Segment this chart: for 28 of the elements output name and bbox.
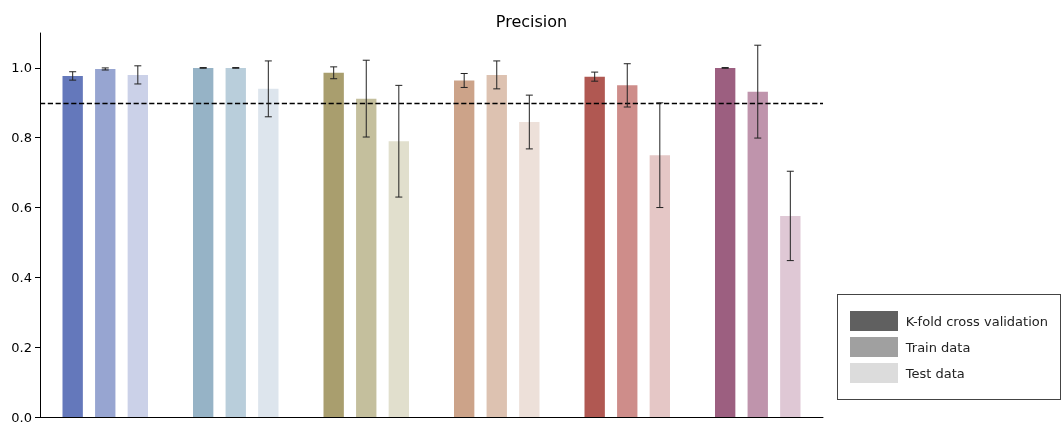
text: K-fold cross validation (905, 313, 1048, 329)
bar (584, 76, 605, 417)
bar (617, 85, 638, 417)
bar (715, 67, 736, 417)
y-tick-label: 0.6 (11, 200, 32, 216)
bar (486, 74, 507, 417)
legend-label: Test data (905, 365, 965, 381)
bar (258, 88, 279, 417)
y-tick-label: 0.8 (11, 130, 32, 146)
y-tick-label: 1.0 (11, 60, 32, 76)
bar (454, 80, 475, 417)
bar (356, 98, 377, 417)
bar (127, 74, 148, 417)
bar (780, 215, 801, 417)
bar (519, 122, 540, 417)
bar (323, 72, 344, 417)
bar (62, 75, 83, 417)
bar (649, 155, 670, 417)
chart-title: Precision (495, 11, 568, 31)
y-tick-label: 0.4 (11, 269, 32, 285)
text: Train data (905, 339, 971, 355)
y-tick-label: 0.0 (11, 409, 32, 425)
bar (95, 68, 116, 417)
y-tick-label: 0.2 (11, 339, 32, 355)
bar (193, 67, 214, 417)
bar (225, 67, 246, 417)
bar (747, 91, 768, 417)
bar (388, 141, 409, 417)
